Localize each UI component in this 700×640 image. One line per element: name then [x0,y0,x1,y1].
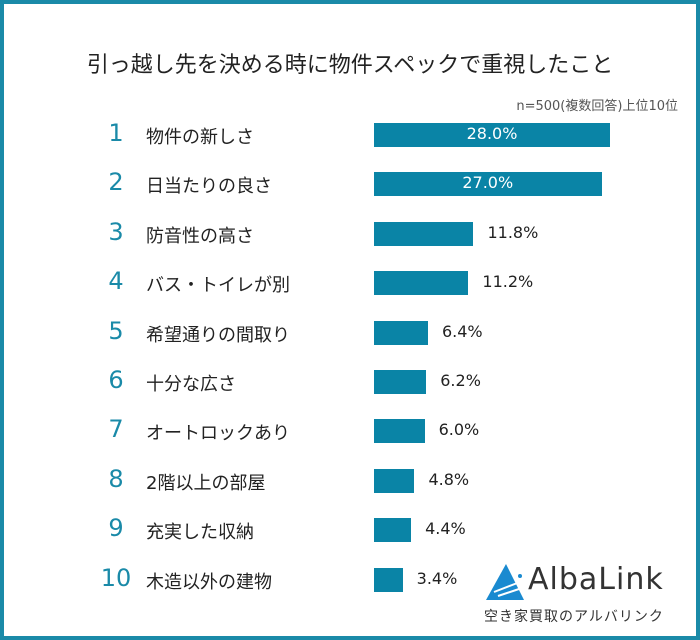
category-label: 防音性の高さ [146,225,254,247]
category-label: 充実した収納 [146,522,254,544]
logo-triangle-icon [486,564,524,600]
rank-number: 2 [108,168,124,197]
category-label: バス・トイレが別 [146,275,290,297]
value-label: 6.2% [440,371,481,390]
rank-number: 1 [108,119,124,147]
rank-number: 9 [108,514,124,543]
bar [374,518,412,543]
bar [374,567,403,592]
category-label: 木造以外の建物 [146,571,272,593]
rank-number: 5 [108,316,124,345]
category-label: 日当たりの良さ [146,176,272,198]
bar [374,468,415,493]
value-label: 4.8% [428,469,470,489]
value-label: 11.8% [487,222,539,242]
rank-number: 8 [108,464,124,493]
rank-number: 6 [108,366,124,394]
bar [374,320,428,345]
chart-note: n=500(複数回答)上位10位 [516,99,678,114]
bar [374,172,602,197]
bar [374,221,474,246]
albalink-logo: AlbaLink 空き家買取のアルバリンク [484,562,684,632]
value-label: 3.4% [416,568,458,588]
bar [374,271,469,296]
bar [374,370,427,394]
category-label: オートロックあり [146,423,290,445]
value-label: 28.0% [466,124,518,143]
category-label: 物件の新しさ [146,127,254,148]
bar [374,123,610,147]
value-label: 4.4% [425,519,466,539]
category-label: 2階以上の部屋 [146,472,266,494]
category-label: 十分な広さ [146,374,236,395]
rank-number: 4 [108,267,124,296]
value-label: 6.4% [441,321,483,341]
category-label: 希望通りの間取り [146,324,290,346]
rank-number: 10 [100,563,132,592]
rank-number: 3 [108,217,124,246]
chart-title: 引っ越し先を決める時に物件スペックで重視したこと [86,53,614,78]
rank-number: 7 [108,415,124,444]
value-label: 27.0% [462,173,514,193]
logo-wordmark: AlbaLink [528,562,664,597]
value-label: 11.2% [482,272,534,292]
value-label: 6.0% [438,420,480,440]
logo-tagline: 空き家買取のアルバリンク [484,609,664,625]
bar [374,419,425,444]
